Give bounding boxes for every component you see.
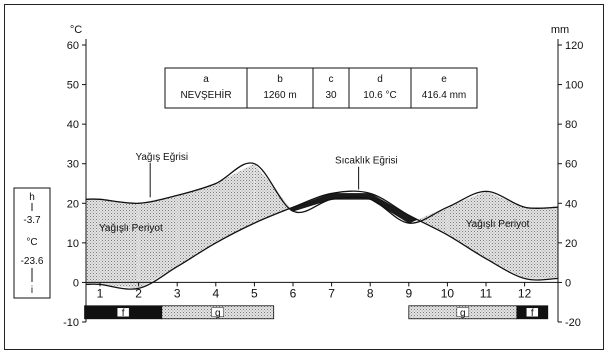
extremes-h-letter: h: [29, 192, 35, 203]
frost-bar-tag: [211, 307, 224, 318]
extremes-h-value: -3.7: [23, 215, 41, 226]
wet-period-area: [99, 198, 139, 289]
wet-period-area: [485, 190, 525, 279]
curve-label: Sıcaklık Eğrisi: [335, 156, 398, 167]
station-table-value: NEVŞEHİR: [180, 88, 231, 101]
wet-period-area: [85, 199, 101, 285]
frost-bar-label: f: [531, 308, 534, 319]
month-label: 4: [212, 286, 219, 300]
precipitation-curve: [85, 162, 559, 224]
left-tick-label: 30: [67, 159, 79, 171]
left-tick-label: 60: [67, 40, 79, 52]
wet-period-label: Yağışlı Periyot: [99, 223, 163, 234]
station-table-value: 30: [325, 90, 337, 101]
wet-period-label: Yağışlı Periyot: [466, 219, 530, 230]
station-table-value: 1260 m: [263, 90, 296, 101]
month-label: 12: [518, 286, 532, 300]
left-tick-label: 50: [67, 80, 79, 92]
station-table-header: c: [329, 74, 334, 85]
station-table-header: a: [203, 74, 209, 85]
left-tick-label: 0: [73, 277, 79, 289]
station-table-value: 10.6 °C: [363, 90, 396, 101]
frost-bar-label: f: [122, 308, 125, 319]
chart-frame: [4, 4, 604, 350]
month-label: 10: [441, 286, 455, 300]
extremes-i-letter: i: [31, 285, 33, 296]
wet-period-area: [254, 162, 292, 224]
station-table-header: b: [277, 74, 283, 85]
chart-labels: Yağış Eğrisi Sıcaklık Eğrisi Yağışlı Periy…: [99, 152, 530, 238]
frost-bar-tag: [456, 307, 470, 318]
wet-period-area: [524, 206, 559, 279]
period-fills: [85, 162, 559, 289]
month-label: 5: [251, 286, 258, 300]
frost-bar-tag: [526, 307, 539, 318]
wet-period-area: [215, 163, 255, 244]
curve-label: Yağış Eğrisi: [135, 152, 188, 163]
frost-bar-label: g: [460, 308, 466, 319]
dry-period-label: Kurak Periyot: [321, 227, 381, 238]
left-tick-label: 20: [67, 198, 79, 210]
month-label: 1: [97, 286, 104, 300]
station-table: [164, 67, 478, 109]
temperature-curve: [85, 190, 559, 290]
month-label: 3: [174, 286, 181, 300]
station-table-header: e: [441, 74, 447, 85]
right-tick-label: 60: [565, 159, 577, 171]
extremes-unit: °C: [26, 237, 37, 248]
right-tick-label: -20: [565, 317, 581, 329]
left-tick-label: -10: [63, 317, 79, 329]
extremes-i-value: -23.6: [21, 256, 44, 267]
month-label: 8: [367, 286, 374, 300]
right-tick-label: 40: [565, 198, 577, 210]
right-tick-label: 20: [565, 238, 577, 250]
month-label: 2: [135, 286, 142, 300]
right-tick-label: 100: [565, 80, 583, 92]
wet-period-area: [138, 195, 178, 289]
frost-bar-label: g: [215, 308, 221, 319]
right-tick-label: 120: [565, 40, 583, 52]
month-label: 11: [480, 286, 493, 300]
month-label: 7: [328, 286, 335, 300]
left-axis-unit: °C: [70, 24, 82, 36]
left-tick-label: 40: [67, 119, 79, 131]
dry-period-area: [369, 192, 410, 224]
station-table-header: d: [377, 74, 383, 85]
right-tick-label: 80: [565, 119, 577, 131]
right-axis-unit: mm: [551, 24, 569, 36]
station-table-value: 416.4 mm: [422, 90, 466, 101]
left-tick-label: 10: [67, 238, 79, 250]
month-label: 9: [405, 286, 412, 300]
month-label: 6: [290, 286, 297, 300]
right-tick-label: 0: [565, 277, 571, 289]
curves: [85, 162, 559, 290]
frost-bar-tag: [116, 307, 130, 318]
